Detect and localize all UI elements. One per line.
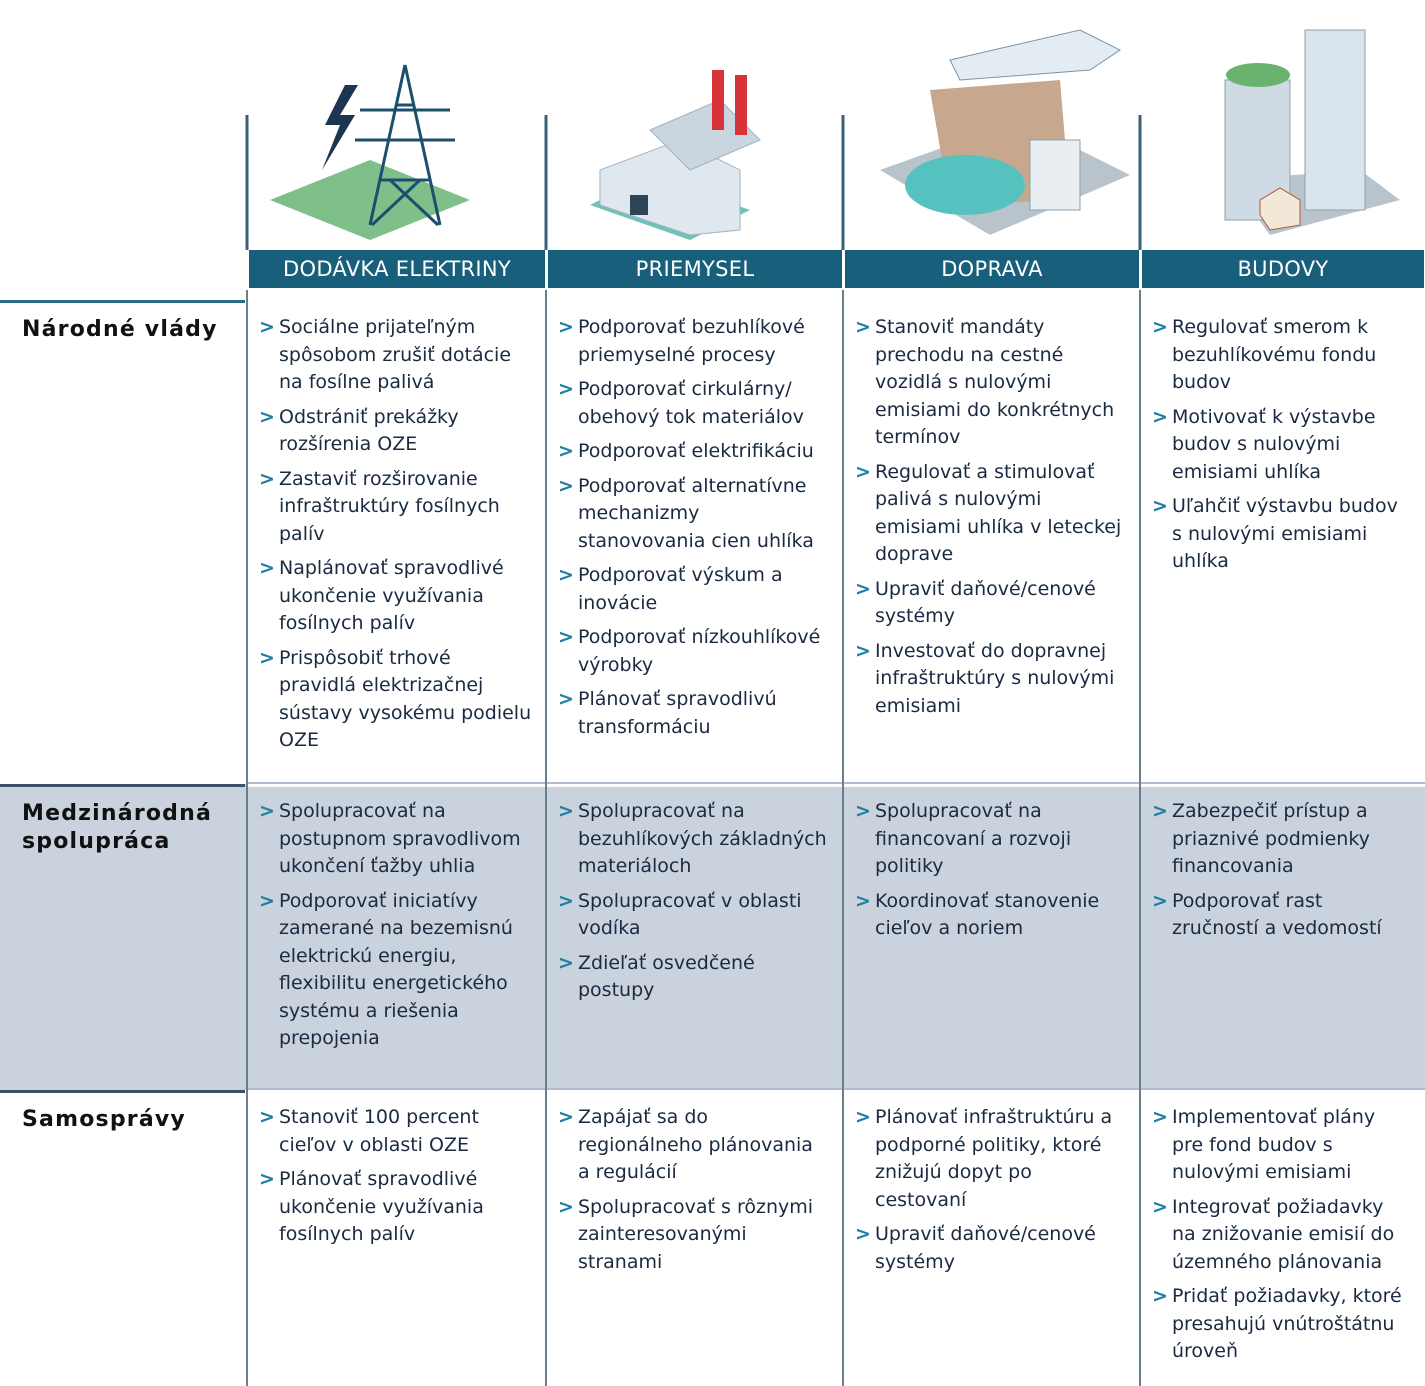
- bullet-item: Podporovať nízkouhlíkové výrobky: [548, 624, 829, 679]
- row-label: Medzinárodná spolupráca: [22, 801, 213, 854]
- column-header: BUDOVY: [1142, 250, 1424, 288]
- bullet-item: Zastaviť rozširovanie infraštruktúry fos…: [249, 466, 532, 549]
- bullet-item: Odstrániť prekážky rozšírenia OZE: [249, 404, 532, 459]
- bullet-item: Podporovať rast zručností a vedomostí: [1142, 888, 1411, 943]
- tower-building: [1304, 29, 1366, 211]
- cell: Spolupracovať na postupnom spravodlivom …: [249, 798, 532, 1060]
- column-header: PRIEMYSEL: [548, 250, 842, 288]
- chimney: [712, 70, 724, 130]
- row-rule: [247, 782, 1425, 784]
- bullet-item: Plánovať infraštruktúru a podporné polit…: [845, 1104, 1126, 1214]
- bullet-item: Stanoviť mandáty prechodu na cestné vozi…: [845, 314, 1126, 452]
- bullet-item: Spolupracovať na financovaní a rozvoji p…: [845, 798, 1126, 881]
- column-divider: [1139, 290, 1141, 1386]
- bullet-item: Spolupracovať na postupnom spravodlivom …: [249, 798, 532, 881]
- icons: [245, 29, 1400, 250]
- bullet-item: Podporovať výskum a inovácie: [548, 562, 829, 617]
- row-rule: [247, 1088, 1425, 1090]
- cell: Zapájať sa do regionálneho plánovania a …: [548, 1104, 829, 1283]
- bullet-item: Zapájať sa do regionálneho plánovania a …: [548, 1104, 829, 1187]
- row-rule: [0, 784, 245, 787]
- row-rule: [0, 300, 245, 303]
- cell: Regulovať smerom k bezuhlíkovému fondu b…: [1142, 314, 1411, 583]
- column-divider: [246, 290, 248, 1386]
- row-rule: [0, 1090, 245, 1093]
- row-rule: [247, 784, 1425, 787]
- cell: Stanoviť 100 percent cieľov v oblasti OZ…: [249, 1104, 532, 1256]
- bullet-item: Podporovať bezuhlíkové priemyselné proce…: [548, 314, 829, 369]
- bullet-item: Spolupracovať v oblasti vodíka: [548, 888, 829, 943]
- bullet-item: Podporovať alternatívne mechanizmy stano…: [548, 473, 829, 556]
- bullet-item: Koordinovať stanovenie cieľov a noriem: [845, 888, 1126, 943]
- bullet-item: Podporovať iniciatívy zamerané na bezemi…: [249, 888, 532, 1053]
- bullet-item: Stanoviť 100 percent cieľov v oblasti OZ…: [249, 1104, 532, 1159]
- bullet-item: Zdieľať osvedčené postupy: [548, 950, 829, 1005]
- bullet-item: Integrovať požiadavky na znižovanie emis…: [1142, 1194, 1411, 1277]
- column-header: DOPRAVA: [845, 250, 1139, 288]
- plane-icon: [949, 29, 1121, 81]
- row-label: Národné vlády: [22, 317, 218, 342]
- bullet-item: Investovať do dopravnej infraštruktúry s…: [845, 638, 1126, 721]
- tower-icon: [355, 64, 455, 227]
- bullet-item: Podporovať elektrifikáciu: [548, 438, 829, 466]
- column-divider: [842, 290, 844, 1386]
- house-icon: [1259, 187, 1301, 231]
- column-header: DODÁVKA ELEKTRINY: [249, 250, 545, 288]
- bullet-item: Prispôsobiť trhové pravidlá elektrizačne…: [249, 645, 532, 755]
- bullet-item: Upraviť daňové/cenové systémy: [845, 576, 1126, 631]
- cell: Sociálne prijateľným spôsobom zrušiť dot…: [249, 314, 532, 762]
- factory-roof: [649, 99, 761, 171]
- row-label: Samosprávy: [22, 1107, 186, 1132]
- cell: Zabezpečiť prístup a priaznivé podmienky…: [1142, 798, 1411, 950]
- bullet-item: Spolupracovať s rôznymi zainteresovanými…: [548, 1194, 829, 1277]
- bullet-item: Implementovať plány pre fond budov s nul…: [1142, 1104, 1411, 1187]
- cell: Podporovať bezuhlíkové priemyselné proce…: [548, 314, 829, 748]
- bullet-item: Regulovať smerom k bezuhlíkovému fondu b…: [1142, 314, 1411, 397]
- door: [630, 195, 648, 215]
- bullet-item: Upraviť daňové/cenové systémy: [845, 1221, 1126, 1276]
- lightning: [322, 85, 358, 170]
- cell: Spolupracovať na financovaní a rozvoji p…: [845, 798, 1126, 950]
- bullet-item: Uľahčiť výstavbu budov s nulovými emisia…: [1142, 493, 1411, 576]
- column-divider: [545, 290, 547, 1386]
- cell: Implementovať plány pre fond budov s nul…: [1142, 1104, 1411, 1373]
- truck-cab: [1029, 139, 1081, 211]
- bullet-item: Zabezpečiť prístup a priaznivé podmienky…: [1142, 798, 1411, 881]
- bullet-item: Podporovať cirkulárny/ obehový tok mater…: [548, 376, 829, 431]
- bullet-item: Spolupracovať na bezuhlíkových základnýc…: [548, 798, 829, 881]
- bullet-item: Sociálne prijateľným spôsobom zrušiť dot…: [249, 314, 532, 397]
- roof-garden: [1226, 63, 1290, 87]
- bullet-item: Plánovať spravodlivé ukončenie využívani…: [249, 1166, 532, 1249]
- cell: Spolupracovať na bezuhlíkových základnýc…: [548, 798, 829, 1012]
- column-edges: [245, 115, 1142, 250]
- bullet-item: Plánovať spravodlivú transformáciu: [548, 686, 829, 741]
- row-rule: [247, 1090, 1425, 1093]
- cell: Stanoviť mandáty prechodu na cestné vozi…: [845, 314, 1126, 727]
- car-icon: [905, 155, 1025, 215]
- bullet-item: Pridať požiadavky, ktoré presahujú vnútr…: [1142, 1283, 1411, 1366]
- cell: Plánovať infraštruktúru a podporné polit…: [845, 1104, 1126, 1283]
- chimney: [735, 75, 747, 135]
- bullet-item: Regulovať a stimulovať palivá s nulovými…: [845, 459, 1126, 569]
- bullet-item: Naplánovať spravodlivé ukončenie využíva…: [249, 555, 532, 638]
- bullet-item: Motivovať k výstavbe budov s nulovými em…: [1142, 404, 1411, 487]
